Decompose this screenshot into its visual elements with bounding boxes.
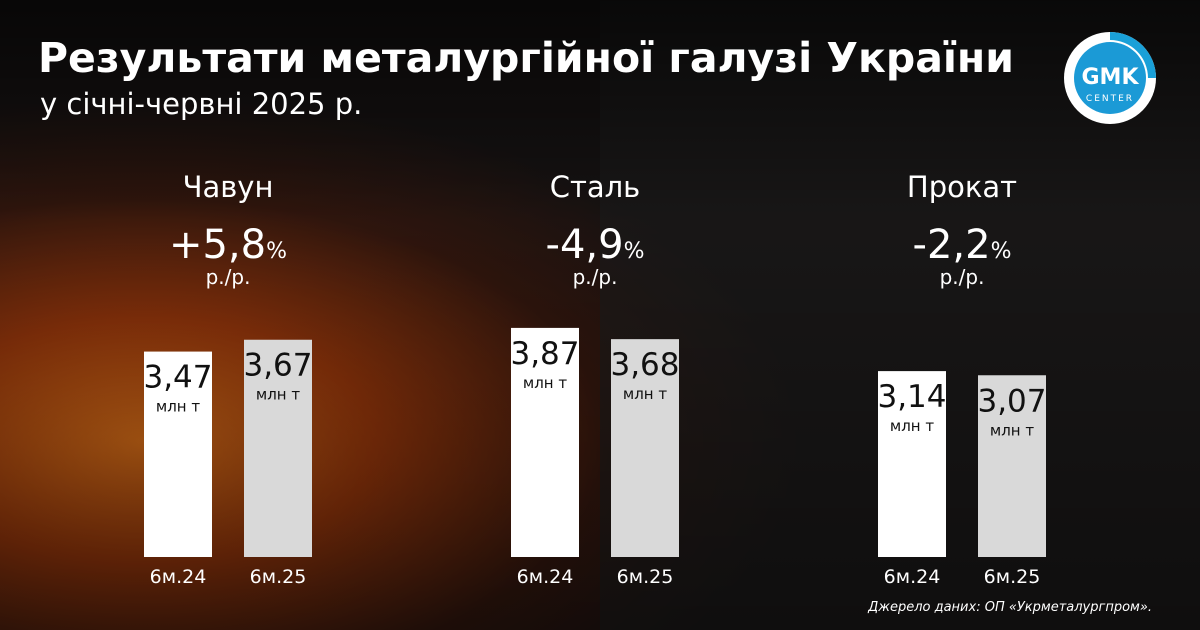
logo: GMK CENTER [1064, 32, 1156, 124]
bar [878, 371, 946, 557]
change-value: +5,8 [169, 222, 266, 268]
unit-label: млн т [156, 398, 200, 416]
bar [144, 351, 212, 557]
unit-label: млн т [890, 417, 934, 435]
change-note: р./р. [940, 265, 985, 289]
unit-label: млн т [523, 374, 567, 392]
value-label: 3,68 [610, 347, 679, 383]
category-label: 6м.25 [617, 566, 674, 588]
change-note: р./р. [206, 265, 251, 289]
unit-label: млн т [990, 421, 1034, 439]
change-value: -4,9 [546, 222, 624, 268]
change-value: -2,2 [913, 222, 991, 268]
category-label: 6м.24 [150, 566, 207, 588]
chart-title: Чавун [183, 170, 274, 204]
change: -2,2% [913, 222, 1012, 268]
category-label: 6м.25 [984, 566, 1041, 588]
subtitle: у січні-червні 2025 р. [40, 87, 362, 121]
title: Результати металургійної галузі України [38, 34, 1014, 82]
change: +5,8% [169, 222, 287, 268]
unit-label: млн т [256, 386, 300, 404]
logo-arc [1110, 32, 1156, 78]
change: -4,9% [546, 222, 645, 268]
chart-title: Прокат [907, 170, 1017, 204]
change-unit: % [266, 239, 287, 264]
category-label: 6м.24 [884, 566, 941, 588]
logo-name: GMK [1082, 65, 1140, 90]
bar [511, 327, 579, 557]
change-unit: % [624, 239, 645, 264]
change-note: р./р. [573, 265, 618, 289]
category-label: 6м.25 [250, 566, 307, 588]
source: Джерело даних: ОП «Укрметалургпром». [867, 600, 1152, 615]
value-label: 3,14 [877, 379, 946, 415]
chart-title: Сталь [550, 170, 641, 204]
bar [244, 339, 312, 557]
value-label: 3,07 [977, 383, 1046, 419]
bar [978, 375, 1046, 557]
category-label: 6м.24 [517, 566, 574, 588]
change-unit: % [991, 239, 1012, 264]
value-label: 3,87 [510, 336, 579, 372]
logo-sub: CENTER [1086, 94, 1134, 104]
value-label: 3,47 [143, 360, 212, 396]
value-label: 3,67 [243, 348, 312, 384]
bar [611, 339, 679, 557]
logo-disc [1074, 42, 1146, 114]
unit-label: млн т [623, 385, 667, 403]
